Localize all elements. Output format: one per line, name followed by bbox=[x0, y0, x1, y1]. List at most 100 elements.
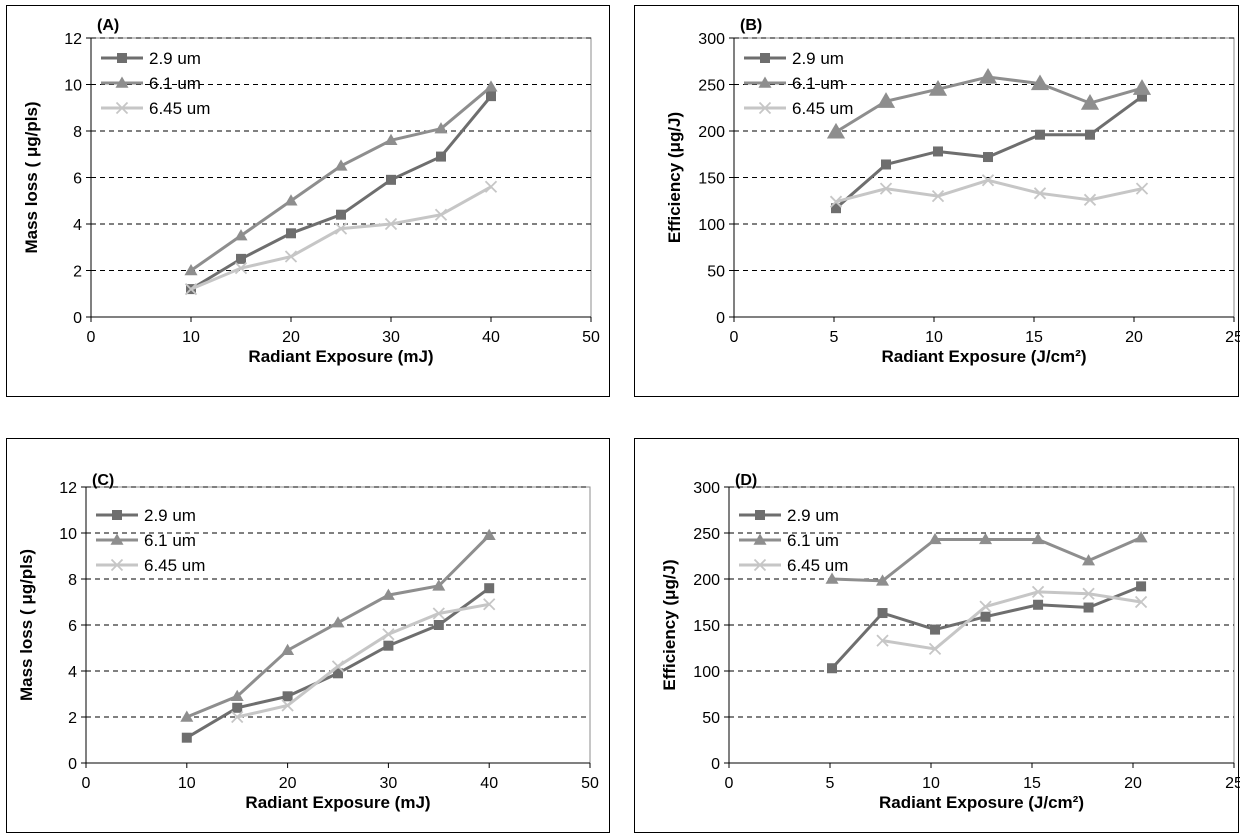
x-tick-label: 20 bbox=[279, 775, 297, 792]
series-line bbox=[882, 590, 1142, 651]
data-point bbox=[831, 203, 841, 214]
legend-item: 6.1 um bbox=[101, 74, 201, 93]
data-point bbox=[1134, 595, 1148, 609]
y-tick-label: 4 bbox=[68, 664, 77, 681]
legend-marker bbox=[110, 558, 124, 572]
chart-panel-a: 0 2 4 6 8 10 12 0 10 20 30 40 50 Radiant Exposure (mJ… bbox=[6, 5, 610, 397]
data-point bbox=[877, 608, 888, 619]
legend-item: 2.9 um bbox=[101, 49, 201, 68]
y-tick-label: 6 bbox=[73, 171, 82, 188]
panel-title: (C) bbox=[92, 472, 114, 489]
data-point bbox=[933, 146, 943, 157]
y-tick-label: 100 bbox=[698, 217, 725, 234]
data-point bbox=[1082, 587, 1095, 600]
series-1 bbox=[184, 80, 498, 276]
data-point bbox=[1134, 531, 1148, 543]
y-tick-label: 0 bbox=[711, 756, 720, 773]
legend-item: 6.45 um bbox=[96, 556, 205, 575]
legend-item: 6.1 um bbox=[96, 531, 196, 550]
chart-svg-c: 0 2 4 6 8 10 12 0 10 20 30 40 50 Radiant Exposure (mJ… bbox=[17, 472, 599, 812]
series-line bbox=[236, 602, 490, 719]
legend-item: 2.9 um bbox=[96, 506, 196, 525]
legend-item: 2.9 um bbox=[744, 49, 844, 68]
y-tick-label: 250 bbox=[698, 78, 725, 95]
chart-svg-d: 0 50 100 150 200 250 300 0 5 10 15 20 25 Radiant Expo… bbox=[660, 472, 1240, 812]
data-point bbox=[284, 250, 298, 263]
series-1 bbox=[825, 531, 1148, 586]
legend-label: 2.9 um bbox=[149, 49, 201, 68]
data-point bbox=[282, 691, 293, 702]
x-tick-label: 15 bbox=[1025, 329, 1043, 346]
panel-title: (A) bbox=[97, 17, 119, 34]
data-point bbox=[281, 643, 295, 656]
y-tick-label: 50 bbox=[702, 710, 720, 727]
x-tick-label: 5 bbox=[830, 329, 839, 346]
data-point bbox=[231, 710, 244, 724]
x-tick-label: 20 bbox=[1124, 775, 1142, 792]
legend-marker bbox=[115, 101, 129, 115]
data-point bbox=[1137, 91, 1147, 102]
legend-label: 6.45 um bbox=[787, 556, 848, 575]
data-point bbox=[381, 588, 395, 600]
legend-item: 6.1 um bbox=[739, 531, 839, 550]
y-tick-label: 150 bbox=[698, 171, 725, 188]
series-2 bbox=[184, 180, 498, 296]
legend-marker bbox=[755, 510, 765, 520]
series-2 bbox=[876, 585, 1148, 656]
data-point bbox=[876, 574, 890, 586]
y-axis-label: Mass loss ( μg/pls) bbox=[22, 101, 41, 253]
y-tick-label: 50 bbox=[707, 264, 725, 281]
data-point bbox=[184, 263, 198, 276]
legend-marker bbox=[760, 53, 770, 63]
data-point bbox=[1082, 554, 1096, 566]
data-point bbox=[482, 528, 496, 541]
data-point bbox=[281, 699, 294, 712]
legend-marker bbox=[758, 101, 772, 115]
data-point bbox=[979, 532, 993, 545]
legend-label: 6.45 um bbox=[149, 99, 210, 118]
y-tick-label: 250 bbox=[693, 526, 720, 543]
x-tick-label: 15 bbox=[1023, 775, 1041, 792]
y-tick-label: 6 bbox=[68, 618, 77, 635]
panel-title: (D) bbox=[735, 472, 757, 489]
series-0 bbox=[831, 91, 1147, 214]
x-tick-label: 25 bbox=[1225, 775, 1240, 792]
data-point bbox=[484, 80, 498, 92]
x-axis-label: Radiant Exposure (J/cm²) bbox=[882, 347, 1087, 366]
chart-svg-a: 0 2 4 6 8 10 12 0 10 20 30 40 50 Radiant Exposure (mJ… bbox=[22, 17, 600, 366]
y-tick-label: 0 bbox=[716, 310, 725, 327]
x-axis-label: Radiant Exposure (J/cm²) bbox=[879, 793, 1084, 812]
legend-label: 6.45 um bbox=[144, 556, 205, 575]
legend-label: 2.9 um bbox=[144, 506, 196, 525]
data-point bbox=[1033, 599, 1044, 610]
x-tick-label: 40 bbox=[480, 775, 498, 792]
y-tick-label: 200 bbox=[693, 572, 720, 589]
y-axis-label: Mass loss ( μg/pls) bbox=[17, 549, 36, 701]
data-point bbox=[1031, 585, 1045, 599]
data-point bbox=[881, 159, 891, 170]
y-tick-label: 200 bbox=[698, 124, 725, 141]
x-tick-label: 10 bbox=[182, 329, 200, 346]
data-point bbox=[336, 209, 346, 220]
x-tick-label: 10 bbox=[178, 775, 196, 792]
y-tick-label: 300 bbox=[693, 480, 720, 497]
data-point bbox=[486, 91, 496, 102]
series-2 bbox=[829, 174, 1149, 208]
x-axis-label: Radiant Exposure (mJ) bbox=[245, 793, 430, 812]
data-point bbox=[433, 620, 444, 630]
y-tick-label: 100 bbox=[693, 664, 720, 681]
data-point bbox=[484, 180, 498, 193]
x-tick-label: 25 bbox=[1225, 329, 1240, 346]
y-axis-label: Efficiency (μg/J) bbox=[665, 112, 684, 243]
data-point bbox=[1136, 581, 1147, 592]
data-point bbox=[928, 80, 948, 96]
data-point bbox=[333, 668, 343, 679]
data-point bbox=[1085, 129, 1095, 140]
data-point bbox=[978, 67, 998, 84]
x-tick-label: 5 bbox=[826, 775, 835, 792]
chart-svg-b: 0 50 100 150 200 250 300 0 5 10 15 20 25 Radiant Expo… bbox=[665, 17, 1240, 366]
data-point bbox=[1033, 187, 1047, 200]
x-tick-label: 50 bbox=[581, 775, 599, 792]
y-tick-label: 0 bbox=[73, 310, 82, 327]
data-point bbox=[981, 174, 995, 187]
